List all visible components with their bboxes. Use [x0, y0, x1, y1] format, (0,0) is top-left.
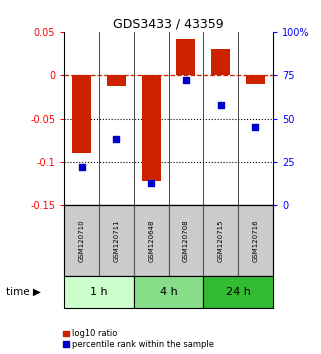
Title: GDS3433 / 43359: GDS3433 / 43359 — [113, 18, 224, 31]
Point — [253, 125, 258, 130]
Bar — [211, 49, 230, 75]
Text: GSM120716: GSM120716 — [252, 219, 258, 262]
Text: 24 h: 24 h — [226, 287, 250, 297]
Point — [218, 102, 223, 108]
Bar — [169, 205, 203, 276]
Text: 1 h: 1 h — [90, 287, 108, 297]
Bar — [176, 39, 195, 75]
Bar — [107, 75, 126, 86]
Bar — [99, 205, 134, 276]
Text: GSM120715: GSM120715 — [218, 219, 224, 262]
Bar — [203, 205, 238, 276]
Bar — [142, 75, 161, 181]
Text: GSM120711: GSM120711 — [113, 219, 119, 262]
Point — [114, 137, 119, 142]
Text: 4 h: 4 h — [160, 287, 178, 297]
Bar — [203, 276, 273, 308]
Bar — [238, 205, 273, 276]
Text: GSM120708: GSM120708 — [183, 219, 189, 262]
Point — [79, 164, 84, 170]
Bar — [64, 276, 134, 308]
Point — [149, 180, 154, 185]
Bar — [246, 75, 265, 84]
Point — [183, 78, 188, 83]
Bar — [72, 75, 91, 153]
Bar — [134, 276, 203, 308]
Legend: log10 ratio, percentile rank within the sample: log10 ratio, percentile rank within the … — [62, 329, 215, 350]
Text: time ▶: time ▶ — [6, 287, 41, 297]
Bar — [134, 205, 169, 276]
Text: GSM120710: GSM120710 — [79, 219, 85, 262]
Bar — [64, 205, 99, 276]
Text: GSM120648: GSM120648 — [148, 219, 154, 262]
